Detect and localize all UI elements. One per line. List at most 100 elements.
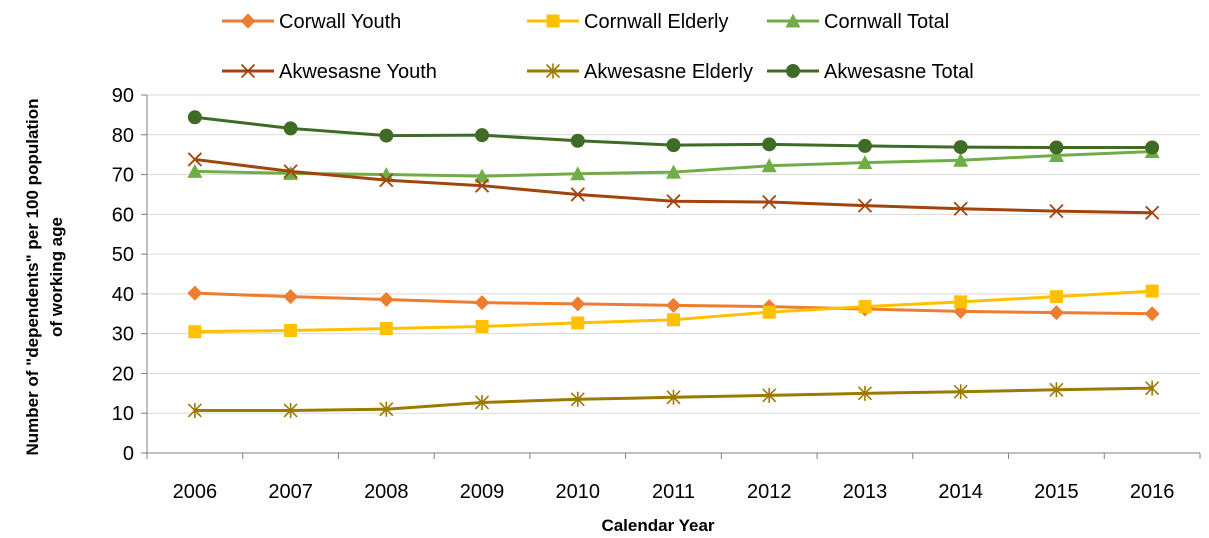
point-akwesasne-elderly-2006 bbox=[187, 402, 202, 418]
point-cornwall-total-2011 bbox=[666, 164, 681, 179]
x-tick-label-2011: 2011 bbox=[652, 481, 695, 503]
y-tick-label-90: 90 bbox=[112, 85, 134, 107]
x-tick-label-2007: 2007 bbox=[268, 481, 313, 503]
point-akwesasne-total-2015 bbox=[1049, 140, 1064, 155]
legend-marker-cornwall-elderly bbox=[546, 14, 560, 28]
point-akwesasne-youth-2007 bbox=[283, 164, 298, 179]
y-tick-label-20: 20 bbox=[112, 363, 134, 385]
series-akwesasne-youth bbox=[187, 152, 1160, 220]
point-cornwall-elderly-2007 bbox=[284, 323, 298, 337]
point-akwesasne-elderly-2012 bbox=[762, 387, 777, 403]
legend-marker-akwesasne-elderly bbox=[545, 63, 561, 79]
point-corwall-youth-2016 bbox=[1144, 306, 1160, 322]
point-akwesasne-elderly-2013 bbox=[857, 385, 873, 401]
x-tick-label-2014: 2014 bbox=[938, 481, 983, 503]
point-cornwall-elderly-2008 bbox=[379, 321, 393, 335]
point-corwall-youth-2009 bbox=[474, 295, 490, 311]
point-akwesasne-total-2012 bbox=[762, 137, 777, 152]
point-akwesasne-youth-2011 bbox=[666, 194, 681, 209]
legend-item-corwall-youth: Corwall Youth bbox=[222, 11, 401, 33]
point-cornwall-total-2009 bbox=[474, 168, 490, 183]
point-akwesasne-total-2014 bbox=[953, 140, 968, 155]
point-akwesasne-total-2016 bbox=[1145, 140, 1160, 155]
point-akwesasne-elderly-2009 bbox=[474, 394, 490, 410]
y-tick-labels: 0 10 20 30 40 50 60 70 80 90 bbox=[112, 85, 134, 465]
point-cornwall-total-2013 bbox=[857, 155, 873, 170]
point-akwesasne-total-2013 bbox=[857, 138, 872, 153]
point-akwesasne-youth-2012 bbox=[762, 194, 777, 210]
point-cornwall-elderly-2014 bbox=[954, 295, 968, 309]
series-cornwall-elderly bbox=[188, 284, 1159, 339]
x-tick-label-2012: 2012 bbox=[747, 481, 792, 503]
legend-marker-akwesasne-total bbox=[786, 64, 800, 78]
legend-item-akwesasne-elderly: Akwesasne Elderly bbox=[527, 61, 753, 83]
point-corwall-youth-2008 bbox=[378, 291, 394, 307]
point-akwesasne-youth-2010 bbox=[570, 187, 585, 202]
point-cornwall-elderly-2016 bbox=[1145, 284, 1159, 298]
y-tick-label-40: 40 bbox=[112, 284, 134, 306]
point-akwesasne-total-2009 bbox=[475, 128, 490, 143]
y-tick-label-60: 60 bbox=[112, 204, 134, 226]
point-corwall-youth-2010 bbox=[570, 296, 586, 312]
y-tick-label-30: 30 bbox=[112, 324, 134, 346]
point-akwesasne-elderly-2011 bbox=[666, 389, 681, 405]
point-akwesasne-youth-2013 bbox=[857, 198, 873, 213]
point-cornwall-total-2015 bbox=[1048, 147, 1064, 162]
point-cornwall-total-2012 bbox=[761, 158, 777, 173]
series-akwesasne-elderly bbox=[187, 380, 1160, 418]
legend: Corwall Youth Cornwall Elderly Cornwall To… bbox=[222, 11, 974, 83]
y-tick-label-0: 0 bbox=[123, 443, 134, 465]
x-tick-label-2009: 2009 bbox=[460, 481, 505, 503]
y-tick-label-10: 10 bbox=[112, 403, 134, 425]
legend-label-akwesasne-youth: Akwesasne Youth bbox=[279, 61, 437, 83]
legend-item-akwesasne-total: Akwesasne Total bbox=[767, 61, 974, 83]
legend-marker-akwesasne-youth bbox=[240, 63, 256, 79]
point-corwall-youth-2015 bbox=[1048, 305, 1064, 321]
y-tick-label-50: 50 bbox=[112, 244, 134, 266]
legend-label-corwall-youth: Corwall Youth bbox=[279, 11, 401, 33]
point-akwesasne-youth-2016 bbox=[1145, 205, 1160, 220]
point-akwesasne-elderly-2016 bbox=[1145, 380, 1160, 396]
point-akwesasne-elderly-2008 bbox=[379, 401, 394, 417]
x-tick-labels: 2006 2007 2008 2009 2010 2011 2012 2013 2014 2015… bbox=[173, 481, 1175, 503]
axes bbox=[141, 94, 1201, 459]
point-akwesasne-total-2007 bbox=[283, 121, 298, 136]
point-cornwall-elderly-2011 bbox=[667, 313, 680, 327]
point-akwesasne-elderly-2014 bbox=[953, 384, 968, 400]
series-group bbox=[187, 110, 1160, 418]
y-axis-title: Number of "dependents" per 100 populatio… bbox=[23, 98, 66, 455]
x-tick-label-2016: 2016 bbox=[1130, 481, 1175, 503]
point-akwesasne-total-2008 bbox=[379, 128, 394, 143]
legend-label-akwesasne-total: Akwesasne Total bbox=[824, 61, 974, 83]
point-cornwall-elderly-2009 bbox=[475, 320, 489, 334]
point-corwall-youth-2006 bbox=[187, 285, 203, 301]
point-cornwall-total-2006 bbox=[187, 163, 203, 178]
point-akwesasne-elderly-2007 bbox=[283, 402, 298, 418]
point-akwesasne-youth-2008 bbox=[379, 172, 394, 188]
legend-item-cornwall-elderly: Cornwall Elderly bbox=[527, 11, 729, 33]
legend-marker-corwall-youth bbox=[240, 13, 256, 29]
point-cornwall-elderly-2012 bbox=[762, 305, 776, 319]
point-akwesasne-total-2010 bbox=[570, 133, 585, 148]
legend-label-cornwall-total: Cornwall Total bbox=[824, 11, 949, 33]
x-axis-title: Calendar Year bbox=[601, 516, 714, 535]
point-akwesasne-elderly-2015 bbox=[1049, 382, 1064, 398]
x-tick-label-2013: 2013 bbox=[843, 481, 888, 503]
point-corwall-youth-2007 bbox=[283, 289, 299, 305]
legend-label-akwesasne-elderly: Akwesasne Elderly bbox=[584, 61, 753, 83]
x-tick-label-2015: 2015 bbox=[1034, 481, 1079, 503]
y-axis-title-line-1: Number of "dependents" per 100 populatio… bbox=[23, 98, 42, 455]
y-tick-label-80: 80 bbox=[112, 125, 134, 147]
point-akwesasne-youth-2006 bbox=[187, 152, 203, 167]
point-cornwall-elderly-2010 bbox=[571, 316, 585, 330]
point-akwesasne-youth-2014 bbox=[953, 201, 968, 216]
point-akwesasne-total-2006 bbox=[187, 110, 202, 125]
point-akwesasne-elderly-2010 bbox=[570, 391, 585, 407]
point-akwesasne-youth-2015 bbox=[1049, 204, 1064, 219]
point-corwall-youth-2011 bbox=[666, 297, 681, 313]
point-akwesasne-total-2011 bbox=[666, 138, 681, 153]
point-akwesasne-youth-2009 bbox=[474, 178, 490, 193]
point-cornwall-elderly-2006 bbox=[188, 325, 202, 339]
x-tick-label-2008: 2008 bbox=[364, 481, 409, 503]
